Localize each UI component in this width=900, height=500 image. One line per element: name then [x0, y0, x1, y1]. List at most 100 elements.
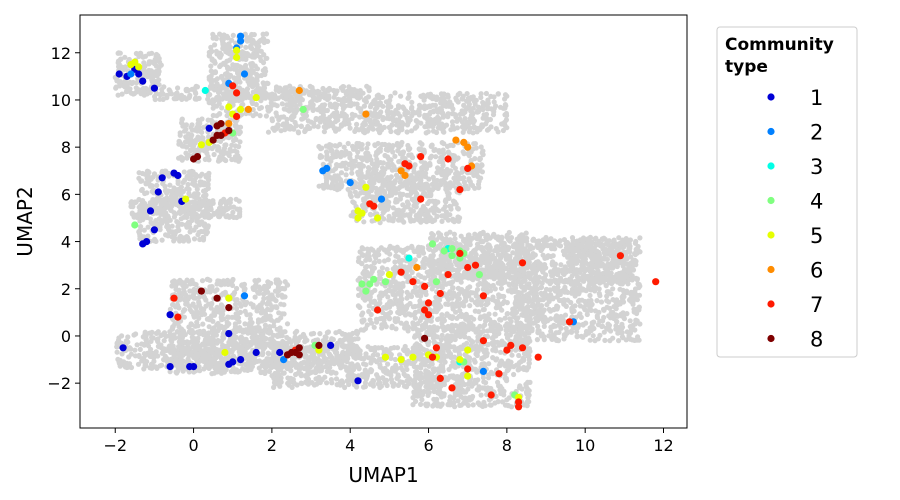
- background-point: [187, 288, 193, 294]
- background-point: [432, 147, 438, 153]
- background-point: [133, 50, 139, 57]
- background-point: [324, 380, 330, 386]
- background-point: [302, 335, 308, 341]
- background-point: [406, 94, 412, 100]
- background-point: [355, 169, 361, 175]
- background-point: [195, 191, 201, 197]
- background-point: [159, 362, 165, 368]
- background-point: [139, 178, 145, 184]
- background-point: [278, 114, 284, 120]
- background-point: [442, 98, 448, 104]
- background-point: [364, 145, 370, 151]
- background-point: [337, 382, 343, 388]
- background-point: [321, 358, 327, 364]
- background-point: [404, 212, 410, 218]
- background-point: [319, 115, 325, 121]
- background-point: [138, 224, 144, 230]
- background-point: [406, 147, 412, 153]
- background-point: [201, 229, 207, 235]
- background-point: [181, 291, 187, 297]
- background-point: [479, 169, 485, 175]
- background-point: [375, 114, 381, 120]
- background-point: [254, 52, 260, 59]
- background-point: [260, 31, 266, 37]
- background-point: [262, 71, 268, 78]
- background-point: [196, 229, 202, 235]
- background-point: [232, 314, 238, 320]
- background-point: [362, 384, 368, 390]
- background-point: [360, 157, 366, 163]
- background-point: [365, 165, 372, 171]
- background-point: [435, 165, 441, 171]
- background-point: [306, 92, 312, 98]
- background-point: [208, 49, 214, 55]
- background-point: [367, 153, 373, 159]
- background-point: [266, 330, 273, 336]
- background-point: [226, 314, 232, 320]
- background-point: [151, 69, 157, 75]
- background-point: [412, 125, 418, 131]
- background-point: [450, 142, 456, 149]
- background-point: [413, 203, 419, 209]
- background-point: [413, 176, 419, 182]
- background-point: [146, 170, 152, 176]
- background-point: [117, 81, 123, 87]
- background-point: [453, 179, 459, 185]
- background-point: [200, 135, 206, 141]
- background-point: [365, 141, 371, 147]
- background-point: [321, 129, 327, 135]
- background-point: [127, 86, 133, 92]
- background-point: [202, 331, 208, 337]
- background-point: [370, 177, 376, 183]
- background-point: [429, 218, 435, 225]
- background-point: [213, 307, 219, 313]
- background-point: [251, 331, 257, 337]
- background-point: [503, 110, 509, 117]
- background-point: [432, 201, 438, 207]
- background-point: [250, 107, 256, 113]
- background-point: [214, 82, 220, 88]
- background-point: [165, 233, 171, 239]
- background-point: [308, 331, 314, 337]
- background-point: [334, 183, 340, 190]
- background-point: [210, 35, 216, 41]
- background-point: [393, 211, 399, 218]
- background-point: [219, 33, 225, 39]
- background-point: [191, 236, 198, 242]
- background-point: [498, 317, 504, 323]
- background-point: [423, 170, 429, 176]
- background-point: [257, 113, 263, 119]
- background-point: [205, 224, 211, 231]
- background-point: [426, 198, 432, 204]
- background-point: [334, 109, 340, 115]
- background-point: [210, 198, 216, 204]
- background-point: [329, 147, 335, 153]
- background-point: [360, 90, 366, 96]
- background-point: [420, 92, 426, 98]
- background-point: [269, 116, 275, 122]
- background-point: [222, 61, 228, 67]
- background-point: [438, 178, 444, 184]
- background-point: [151, 358, 157, 364]
- background-point: [305, 123, 311, 129]
- background-point: [236, 131, 242, 137]
- background-point: [223, 207, 229, 213]
- background-point: [150, 174, 156, 180]
- background-point: [137, 50, 143, 57]
- background-point: [201, 180, 208, 186]
- background-point: [239, 339, 246, 345]
- background-point: [413, 183, 420, 189]
- background-point: [338, 85, 344, 91]
- background-point: [271, 384, 277, 390]
- background-point: [442, 204, 448, 210]
- background-point: [205, 117, 211, 123]
- background-point: [220, 45, 226, 52]
- background-point: [471, 118, 477, 124]
- background-point: [132, 347, 138, 353]
- background-point: [387, 125, 393, 131]
- background-point: [272, 288, 279, 294]
- background-point: [362, 121, 368, 127]
- background-point: [385, 361, 391, 367]
- background-point: [438, 100, 444, 106]
- background-point: [187, 147, 194, 154]
